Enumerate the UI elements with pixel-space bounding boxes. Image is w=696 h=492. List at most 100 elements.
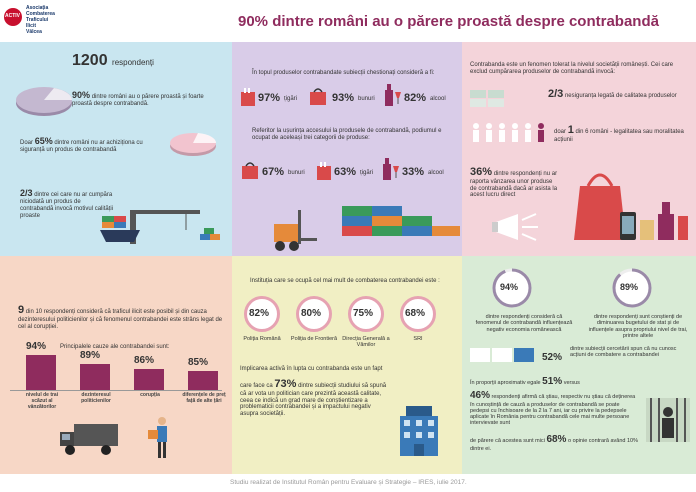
cause-bar: [26, 355, 56, 390]
panel-respondents: 1200 respondenți 90% dintre români au o …: [0, 42, 232, 256]
institution-pct: 75%: [353, 308, 374, 319]
pie-icon: [16, 87, 72, 116]
institution-pct: 80%: [301, 308, 322, 319]
bottle-icon: [383, 158, 399, 180]
tolerance-stat-3: 36% dintre respondenți nu ar raporta vân…: [470, 166, 558, 199]
stat-3: 2/3 dintre cei care nu ar cumpăra niciod…: [20, 188, 114, 219]
bottle-icon: [385, 84, 401, 106]
cigarettes-icon: [317, 162, 331, 180]
logo-line: Ilicit: [26, 23, 37, 29]
s1-pct: 52%: [542, 352, 563, 363]
c2-pct: 89%: [620, 282, 639, 292]
pie-icon-2: [170, 133, 217, 156]
cause-label: nivelul de trai scăzut al vânzătorilor: [25, 392, 59, 410]
logo: ACTIV Asociația Combaterea Traficului Il…: [4, 4, 56, 38]
product-label: bunuri: [358, 96, 375, 102]
respondents-num: 1200 respondenți: [72, 52, 154, 69]
s2-line: În proporții aproximativ egale 51% versu…: [470, 376, 580, 387]
ring-94: [492, 268, 532, 308]
cigarettes-icon: [241, 88, 255, 106]
goods-icon: [574, 173, 688, 240]
cause-bar: [134, 369, 164, 390]
causes-baseline: [10, 390, 222, 391]
institution-label: Direcția Generală a Vămilor: [342, 336, 390, 349]
fact-intro: Implicarea activă în lupta cu contraband…: [240, 366, 383, 372]
access-intro: Referitor la ușurința accesului la produ…: [252, 128, 442, 141]
s4-text: de părere că acestea sunt mici 68% o opi…: [470, 434, 639, 452]
fact-text: care face ca 73% dintre subiecții studiu…: [240, 378, 387, 418]
truck-icon: [60, 424, 118, 455]
cause-label: dezinteresul politicienilor: [81, 392, 111, 404]
bag-icon: [310, 88, 326, 105]
footer-text: Studiu realizat de Institutul Român pent…: [230, 479, 467, 486]
product-label: alcool: [428, 170, 444, 176]
header: ACTIV Asociația Combaterea Traficului Il…: [0, 0, 696, 42]
logo-line: Asociația: [26, 5, 49, 11]
s1-text: dintre subiecții cercetării spun că nu c…: [570, 346, 677, 359]
c2-text: dintre respondenți sunt conștienți de di…: [588, 314, 688, 339]
top-products-intro: În topul produselor contrabandate subiec…: [252, 70, 435, 76]
c1-text: dintre respondenți consideră că fenomenu…: [475, 314, 573, 333]
institution-label: SRI: [413, 336, 423, 342]
people-icon: [473, 123, 544, 142]
causes-lead: 9 din 10 respondenți consideră că trafic…: [18, 304, 223, 330]
product-pct: 63%: [334, 166, 357, 178]
page-title: 90% dintre români au o părere proastă de…: [238, 13, 659, 30]
product-label: alcool: [430, 96, 446, 102]
logo-line: Combaterea: [26, 11, 55, 17]
product-pct: 33%: [402, 166, 425, 178]
jail-icon: [646, 398, 690, 442]
tolerance-intro: Contrabanda este un fenomen tolerat la n…: [470, 62, 674, 75]
cause-bar: [80, 364, 110, 390]
panel-causes: 9 din 10 respondenți consideră că trafic…: [0, 256, 232, 474]
cause-pct: 94%: [26, 341, 47, 352]
institution-label: Poliția Română: [243, 336, 281, 342]
panel-institutions: Instituția care se ocupă cel mai mult de…: [232, 256, 462, 474]
logo-badge-text: ACTIV: [5, 13, 20, 19]
title-rest: dintre români au o părere proastă despre…: [272, 13, 659, 30]
institution-ring: [400, 296, 436, 332]
product-label: țigări: [360, 170, 374, 176]
panel-tolerance: Contrabanda este un fenomen tolerat la n…: [462, 42, 696, 256]
product-pct: 93%: [332, 92, 355, 104]
logo-line: Traficului: [26, 17, 49, 23]
institution-pct: 82%: [249, 308, 270, 319]
stat-2: Doar 65% dintre români nu ar achiziționa…: [20, 136, 143, 153]
product-label: țigări: [284, 96, 298, 102]
causes-title: Principalele cauze ale contrabandei sunt…: [60, 344, 170, 350]
institution-ring: [348, 296, 384, 332]
cause-label: diferențele de preț față de alte țări: [182, 392, 226, 404]
boxes-icon-2: [470, 348, 534, 362]
cause-label: corupția: [140, 392, 160, 398]
footer: Studiu realizat de Institutul Român pent…: [0, 474, 696, 492]
institution-pct: 68%: [405, 308, 426, 319]
institution-ring: [244, 296, 280, 332]
product-pct: 82%: [404, 92, 427, 104]
building-icon: [400, 406, 438, 456]
stat-1: 90% dintre români au o părere proastă și…: [72, 90, 204, 107]
cause-pct: 85%: [188, 357, 209, 368]
ship-icon: [100, 210, 220, 244]
boxes-icon: [470, 90, 504, 107]
ring-89: [612, 268, 652, 308]
cause-pct: 89%: [80, 350, 101, 361]
person-box-icon: [148, 417, 167, 458]
title-pct: 90%: [238, 13, 269, 30]
panel-awareness: 94% dintre respondenți consideră că feno…: [462, 256, 696, 474]
tolerance-stat-2: doar 1 din 6 români - legalitatea sau mo…: [554, 124, 684, 143]
cause-pct: 86%: [134, 355, 155, 366]
product-pct: 67%: [262, 166, 285, 178]
cause-bar: [188, 371, 218, 390]
panel-top-products: În topul produselor contrabandate subiec…: [232, 42, 462, 256]
institutions-intro: Instituția care se ocupă cel mai mult de…: [250, 278, 440, 284]
tolerance-stat-1: 2/3 nesiguranța legată de calitatea prod…: [548, 88, 677, 100]
institution-label: Poliția de Frontieră: [290, 336, 338, 342]
product-label: bunuri: [288, 170, 305, 176]
product-pct: 97%: [258, 92, 281, 104]
containers-forklift-icon: [274, 206, 460, 251]
s3-text: 46% respondenți afirmă că știau, respect…: [470, 390, 636, 427]
institution-ring: [296, 296, 332, 332]
megaphone-icon: [492, 213, 538, 241]
bag-icon: [242, 162, 258, 179]
c1-pct: 94%: [500, 282, 519, 292]
